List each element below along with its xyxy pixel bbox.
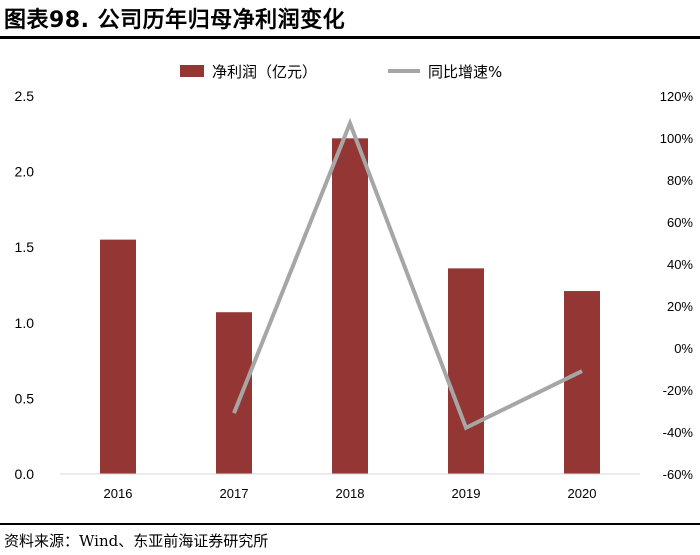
x-tick-label: 2017 [220,486,249,501]
y-tick-label: 0.5 [15,390,35,406]
bar [216,312,252,474]
y-tick-label: 0.0 [15,466,35,482]
legend-bar-label: 净利润（亿元） [212,63,317,81]
x-tick-label: 2019 [452,486,481,501]
chart-title: 图表98. 公司历年归母净利润变化 [4,8,346,33]
y2-tick-label: 120% [660,89,694,104]
title-rule [0,36,700,39]
source-note: 资料来源：Wind、东亚前海证券研究所 [4,532,269,550]
y2-tick-label: 0% [674,341,693,356]
y2-tick-label: 80% [667,173,693,188]
y2-tick-label: -20% [663,383,694,398]
right-axis-ticks: -60% -40% -20% 0% 20% 40% 60% 80% 100% 120% [660,89,694,482]
y-tick-label: 2.0 [15,164,35,180]
y2-tick-label: -40% [663,425,694,440]
left-axis-ticks: 0.0 0.5 1.0 1.5 2.0 2.5 [15,88,35,482]
y2-tick-label: 100% [660,131,694,146]
bar [564,291,600,474]
y-tick-label: 2.5 [15,88,35,104]
x-tick-label: 2020 [568,486,597,501]
x-axis-ticks: 2016 2017 2018 2019 2020 [104,486,597,501]
y2-tick-label: 20% [667,299,693,314]
legend-line-label: 同比增速% [428,63,502,81]
footer-rule [0,523,700,525]
legend-bar-swatch [180,65,204,77]
x-tick-label: 2018 [336,486,365,501]
line-series [232,117,583,431]
y2-tick-label: 40% [667,257,693,272]
bar [448,268,484,474]
y-tick-label: 1.5 [15,239,35,255]
bar [100,239,136,474]
bar-series [100,138,600,474]
y2-tick-label: -60% [663,467,694,482]
y2-tick-label: 60% [667,215,693,230]
x-tick-label: 2016 [104,486,133,501]
legend: 净利润（亿元） 同比增速% [180,63,502,81]
y-tick-label: 1.0 [15,315,35,331]
growth-line [232,117,583,431]
bar [332,138,368,474]
